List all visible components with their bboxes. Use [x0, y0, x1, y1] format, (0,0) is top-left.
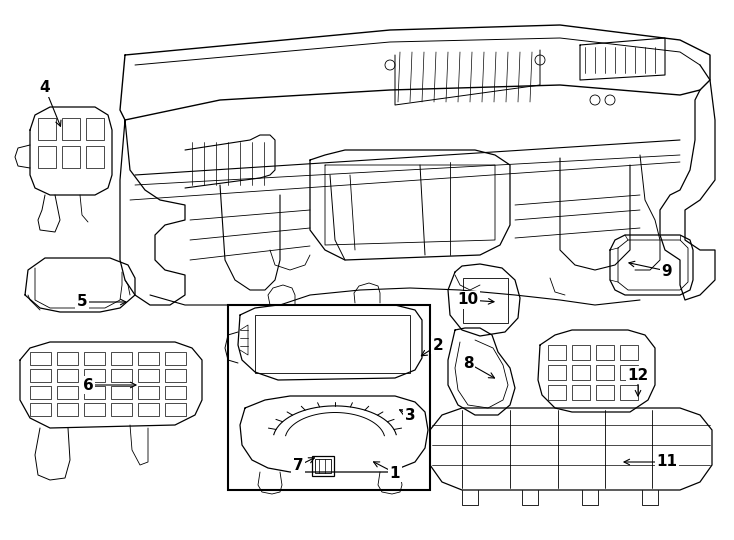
Bar — [548, 345, 566, 360]
Bar — [30, 403, 51, 416]
Text: 5: 5 — [76, 294, 87, 309]
Bar — [138, 369, 159, 382]
Bar — [596, 345, 614, 360]
Bar — [62, 118, 80, 140]
Bar — [84, 352, 105, 365]
Bar — [138, 352, 159, 365]
Text: 9: 9 — [661, 264, 672, 279]
Text: 11: 11 — [656, 455, 677, 469]
Bar — [86, 118, 104, 140]
Bar — [596, 365, 614, 380]
Bar — [620, 365, 638, 380]
Bar — [572, 385, 590, 400]
Bar — [62, 146, 80, 168]
Bar — [315, 459, 331, 473]
Bar — [255, 315, 410, 373]
Bar — [165, 352, 186, 365]
Bar — [548, 365, 566, 380]
Bar — [84, 386, 105, 399]
Bar — [620, 385, 638, 400]
Bar — [548, 385, 566, 400]
Text: 2: 2 — [432, 338, 443, 353]
Bar — [165, 369, 186, 382]
Text: 6: 6 — [83, 377, 93, 393]
Text: 1: 1 — [390, 465, 400, 481]
Bar — [111, 403, 132, 416]
Bar — [138, 403, 159, 416]
Bar — [38, 146, 56, 168]
Text: 4: 4 — [40, 80, 51, 96]
Bar — [165, 403, 186, 416]
Bar — [30, 352, 51, 365]
Bar — [572, 365, 590, 380]
Bar — [57, 403, 78, 416]
Bar — [57, 369, 78, 382]
Bar — [138, 386, 159, 399]
Text: 7: 7 — [293, 458, 303, 474]
Bar — [84, 403, 105, 416]
Bar — [38, 118, 56, 140]
Bar — [57, 386, 78, 399]
Bar — [620, 345, 638, 360]
Bar — [228, 305, 430, 490]
Bar — [84, 369, 105, 382]
Bar — [111, 352, 132, 365]
Bar — [57, 352, 78, 365]
Text: 10: 10 — [457, 293, 479, 307]
Bar — [111, 369, 132, 382]
Bar — [463, 278, 508, 323]
Bar — [596, 385, 614, 400]
Bar — [165, 386, 186, 399]
Text: 3: 3 — [404, 408, 415, 422]
Bar — [312, 456, 334, 476]
Text: 8: 8 — [462, 355, 473, 370]
Bar — [30, 386, 51, 399]
Text: 12: 12 — [628, 368, 649, 382]
Bar — [111, 386, 132, 399]
Bar — [30, 369, 51, 382]
Bar — [572, 345, 590, 360]
Bar — [86, 146, 104, 168]
